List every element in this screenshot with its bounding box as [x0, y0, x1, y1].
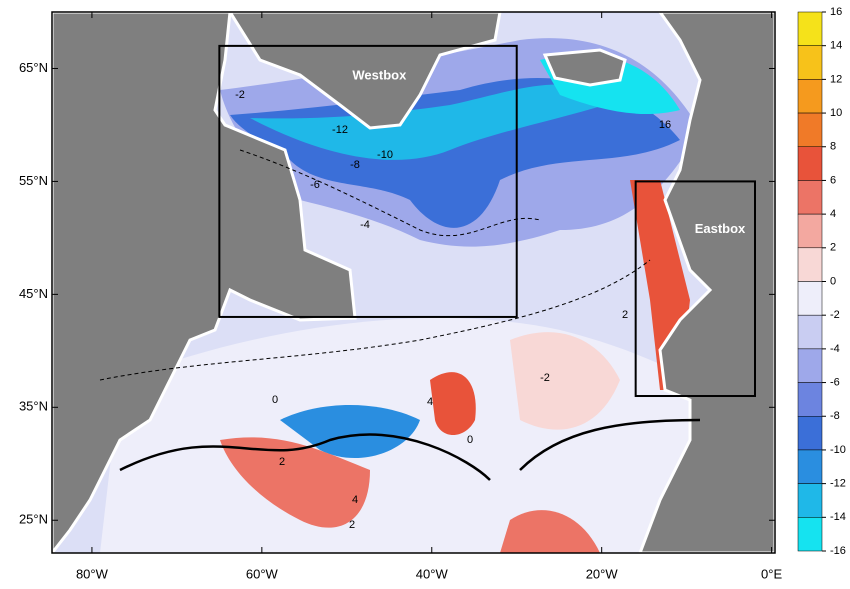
contour-label: 0: [272, 394, 278, 406]
contour-label: 2: [622, 309, 628, 321]
colorbar-swatch: [797, 247, 823, 282]
contour-label: -4: [360, 219, 370, 231]
colorbar-label: 4: [830, 208, 836, 220]
colorbar-swatch: [797, 213, 823, 249]
contour: [119, 433, 491, 481]
contour-label: -12: [332, 124, 348, 136]
lat-label: 25°N: [19, 512, 48, 527]
contour: [239, 149, 541, 237]
colorbar-swatch: [797, 45, 823, 80]
field: [430, 372, 476, 435]
contour-label: 2: [279, 456, 285, 468]
contour-label: -2: [235, 89, 245, 101]
colorbar-swatch: [797, 382, 823, 417]
lon-label: 20°W: [586, 566, 619, 581]
colorbar-label: -12: [830, 478, 846, 490]
region-box: [634, 180, 757, 398]
colorbar-label: 6: [830, 174, 836, 186]
colorbar-swatch: [797, 11, 823, 46]
field: [250, 84, 620, 160]
land: [638, 12, 775, 553]
colorbar-label: 10: [830, 107, 842, 119]
colorbar-label: 0: [830, 275, 836, 287]
colorbar-label: -14: [830, 511, 846, 523]
colorbar-swatch: [797, 281, 823, 316]
lat-label: 35°N: [19, 399, 48, 414]
contour-label: -6: [310, 179, 320, 191]
contour-label: 0: [467, 434, 473, 446]
region-box: [218, 44, 518, 318]
colorbar-swatch: [797, 483, 823, 518]
lon-label: 60°W: [246, 566, 279, 581]
colorbar-swatch: [797, 348, 823, 383]
colorbar-swatch: [797, 449, 823, 484]
colorbar-label: 8: [830, 141, 836, 153]
field: [510, 332, 620, 430]
contour: [519, 418, 701, 471]
box-label: Westbox: [352, 67, 407, 82]
land: [542, 48, 627, 87]
colorbar-label: -4: [830, 343, 840, 355]
colorbar-swatch: [797, 416, 823, 451]
colorbar-label: 16: [830, 6, 842, 18]
colorbar-swatch: [797, 180, 823, 215]
land: [228, 12, 502, 130]
lat-label: 55°N: [19, 173, 48, 188]
colorbar-label: -2: [830, 309, 840, 321]
map-frame: [51, 11, 776, 554]
colorbar-label: 12: [830, 73, 842, 85]
colorbar-swatch: [797, 314, 823, 350]
contour-label: -2: [540, 372, 550, 384]
colorbar-label: -8: [830, 410, 840, 422]
field: [220, 437, 370, 528]
colorbar-label: 14: [830, 40, 842, 52]
contour-label: 16: [659, 119, 671, 131]
colorbar-label: -16: [830, 545, 846, 557]
contour: [99, 259, 651, 381]
contour-label: 2: [349, 519, 355, 531]
colorbar-swatch: [797, 517, 823, 552]
lon-label: 80°W: [76, 566, 109, 581]
lon-label: 0°E: [761, 566, 782, 581]
colorbar-swatch: [797, 146, 823, 181]
colorbar-label: -10: [830, 444, 846, 456]
lon-label: 40°W: [416, 566, 449, 581]
land: [52, 12, 357, 553]
lat-label: 45°N: [19, 286, 48, 301]
contour-label: 4: [427, 396, 433, 408]
contour-label: -8: [350, 159, 360, 171]
box-label: Eastbox: [695, 221, 746, 236]
colorbar-label: 2: [830, 242, 836, 254]
contour-label: -10: [377, 149, 393, 161]
colorbar-label: -6: [830, 376, 840, 388]
contour-label: 4: [352, 494, 358, 506]
map-body: [52, 12, 775, 553]
colorbar-swatch: [797, 112, 823, 147]
colorbar-swatch: [797, 79, 823, 114]
field: [500, 510, 600, 553]
lat-label: 65°N: [19, 60, 48, 75]
